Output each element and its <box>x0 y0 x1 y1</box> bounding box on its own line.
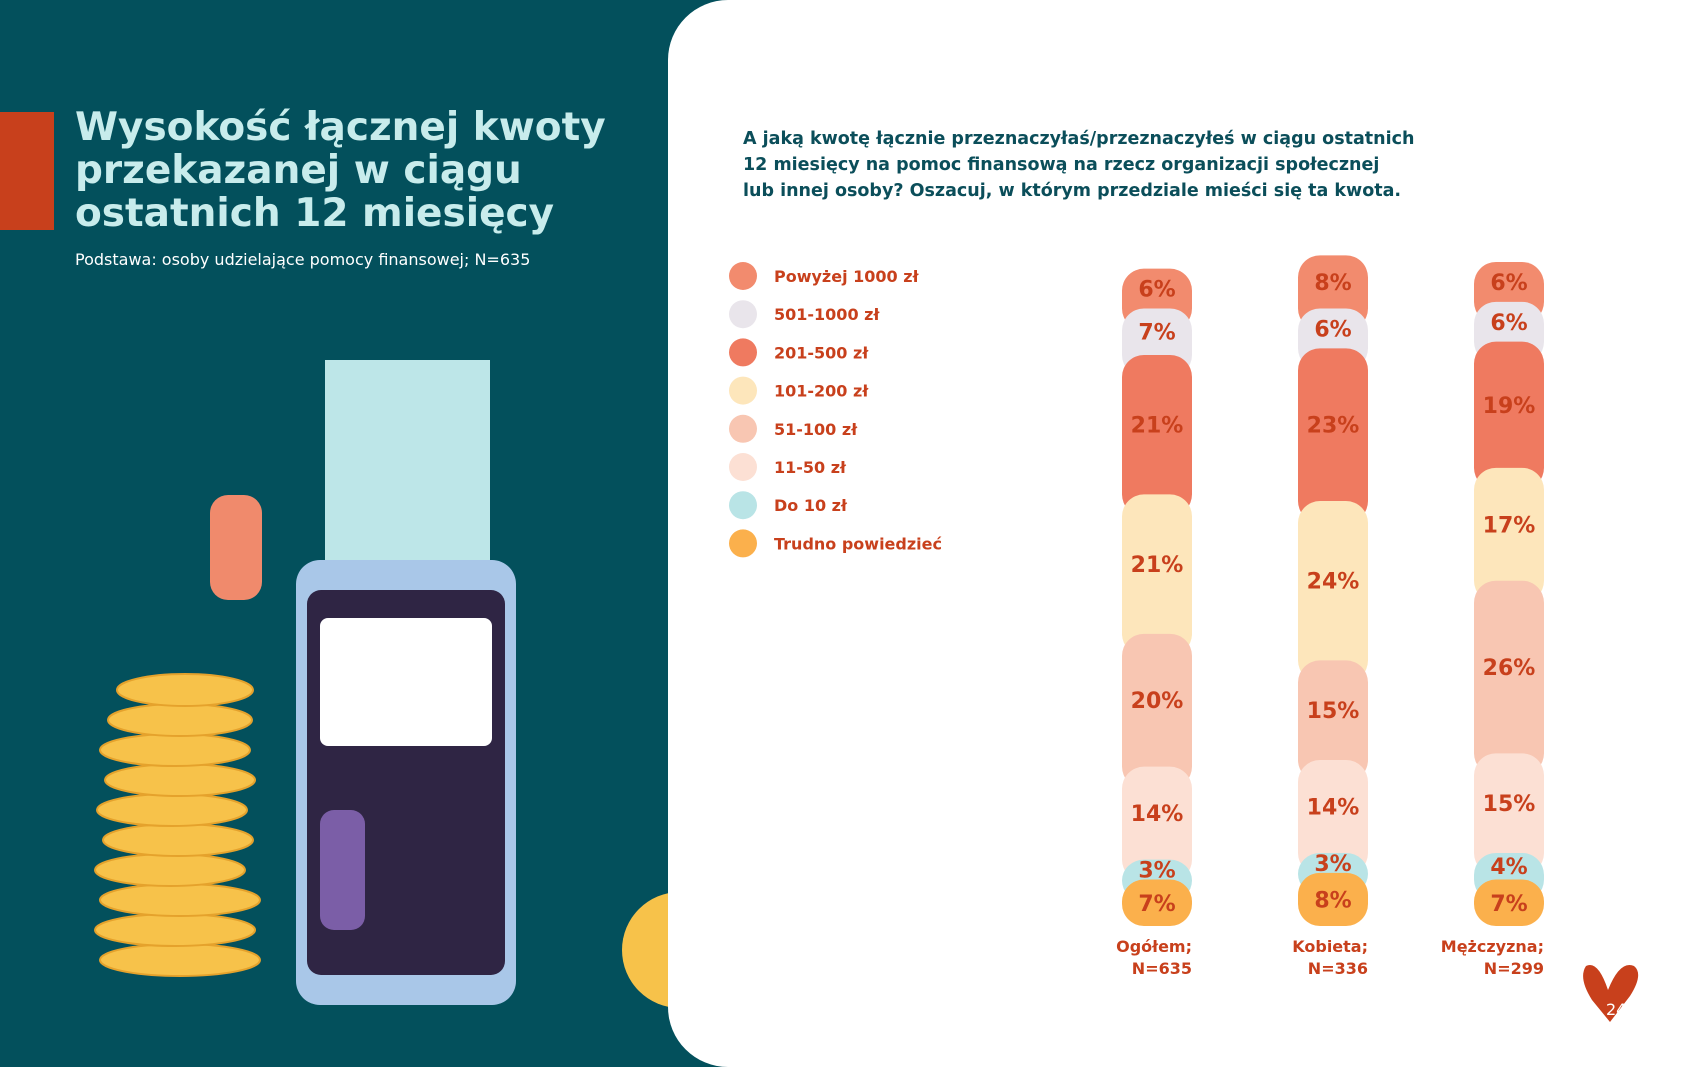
bar-segment <box>1122 766 1192 882</box>
coin <box>622 893 668 1007</box>
logo <box>1583 965 1639 1022</box>
bar-segment <box>1474 467 1544 603</box>
value-label: 6% <box>1138 278 1175 303</box>
legend-label: Powyżej 1000 zł <box>774 267 920 286</box>
value-label: 23% <box>1307 414 1360 439</box>
legend-label: Trudno powiedzieć <box>774 534 942 553</box>
accent-block <box>0 112 54 230</box>
bar-segment <box>1474 879 1544 926</box>
legend-swatch <box>729 300 757 329</box>
bar-segment <box>1122 354 1192 517</box>
bar-segment <box>1298 348 1368 524</box>
value-label: 7% <box>1138 892 1175 917</box>
terminal-screen <box>320 618 492 746</box>
bar-segment <box>1474 753 1544 875</box>
value-label: 6% <box>1490 311 1527 336</box>
category-label: Kobieta; N=336 <box>1292 937 1368 978</box>
bar-segment <box>1298 760 1368 875</box>
value-label: 24% <box>1307 570 1360 595</box>
value-label: 3% <box>1138 859 1175 884</box>
person <box>210 495 262 600</box>
illustration <box>94 360 668 1007</box>
legend-label: 51-100 zł <box>774 420 858 439</box>
legend-swatch <box>729 529 757 558</box>
title: Wysokość łącznej kwoty przekazanej w cią… <box>75 105 606 236</box>
bar-segment <box>1474 580 1544 776</box>
person <box>320 810 365 930</box>
value-label: 15% <box>1307 699 1360 724</box>
value-label: 6% <box>1314 317 1351 342</box>
value-label: 20% <box>1131 689 1184 714</box>
receipt <box>325 360 490 565</box>
value-label: 6% <box>1490 271 1527 296</box>
value-label: 21% <box>1131 553 1184 578</box>
coin-stack <box>94 673 261 977</box>
legend-swatch <box>729 262 757 290</box>
category-label: Ogółem; N=635 <box>1116 937 1192 978</box>
bar-segment <box>1298 660 1368 782</box>
legend-swatch <box>729 338 757 367</box>
value-label: 19% <box>1483 394 1536 419</box>
subtitle: Podstawa: osoby udzielające pomocy finan… <box>75 250 531 269</box>
legend-swatch <box>729 376 757 405</box>
value-label: 26% <box>1483 656 1536 681</box>
value-label: 7% <box>1138 321 1175 346</box>
value-label: 21% <box>1131 414 1184 439</box>
bar-segment <box>1122 494 1192 656</box>
bar-segment <box>1122 879 1192 926</box>
bar-segment <box>1298 501 1368 683</box>
value-label: 15% <box>1483 792 1536 817</box>
value-label: 14% <box>1307 795 1360 820</box>
legend-label: 11-50 zł <box>774 458 847 477</box>
bar-segment <box>1298 872 1368 926</box>
page-number: 24 <box>1606 1000 1627 1019</box>
legend-swatch <box>729 453 757 481</box>
legend-label: 201-500 zł <box>774 343 869 362</box>
value-label: 3% <box>1314 852 1351 877</box>
legend-label: 101-200 zł <box>774 382 869 401</box>
value-label: 14% <box>1131 802 1184 827</box>
value-label: 7% <box>1490 892 1527 917</box>
value-label: 17% <box>1483 513 1536 538</box>
bar-segment <box>1122 633 1192 789</box>
bar-segment <box>1474 341 1544 490</box>
legend-swatch <box>729 491 757 520</box>
value-label: 8% <box>1314 888 1351 913</box>
legend-swatch <box>729 414 757 443</box>
value-label: 8% <box>1314 271 1351 296</box>
question: A jaką kwotę łącznie przeznaczyłaś/przez… <box>743 129 1415 201</box>
category-label: Mężczyzna; N=299 <box>1440 937 1544 978</box>
legend-label: Do 10 zł <box>774 496 848 515</box>
legend-label: 501-1000 zł <box>774 305 880 324</box>
value-label: 4% <box>1490 855 1527 880</box>
